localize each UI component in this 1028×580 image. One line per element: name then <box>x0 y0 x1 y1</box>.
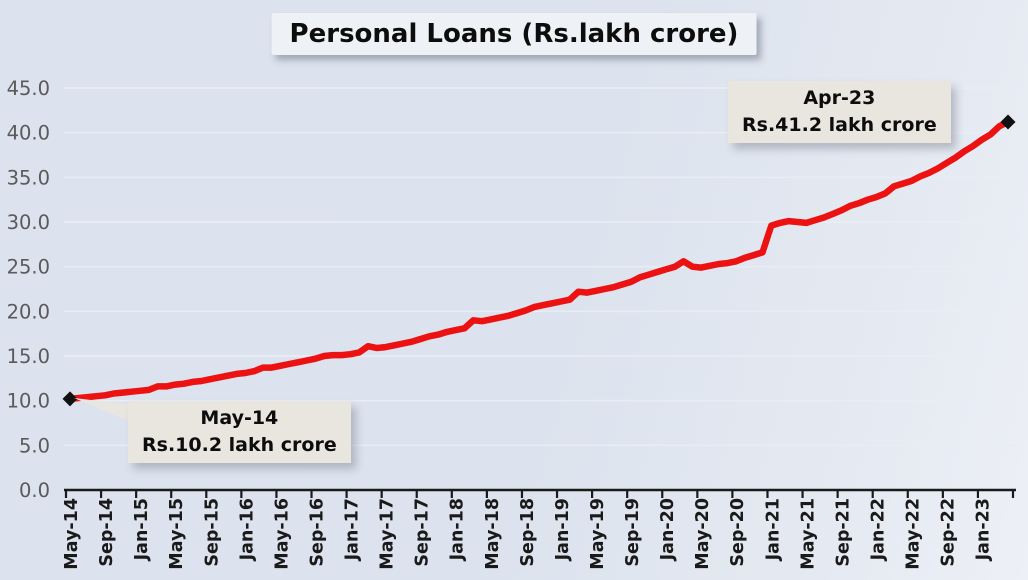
x-axis-label: May-15 <box>167 498 187 570</box>
x-axis-label: Jan-19 <box>553 498 573 561</box>
x-axis-label: May-16 <box>272 498 292 570</box>
x-axis-label: Jan-15 <box>132 498 152 561</box>
x-axis-label: May-14 <box>62 498 82 570</box>
chart-title: Personal Loans (Rs.lakh crore) <box>271 13 757 55</box>
x-axis-label: Sep-18 <box>518 498 538 567</box>
annotation-end-value: Rs.41.2 lakh crore <box>742 114 937 136</box>
chart-title-text: Personal Loans (Rs.lakh crore) <box>289 19 739 49</box>
annotation-start-period: May-14 <box>200 407 279 429</box>
annotation-end-period: Apr-23 <box>803 87 876 109</box>
x-axis-label: Sep-14 <box>97 498 117 567</box>
x-axis-label: Jan-18 <box>448 498 468 561</box>
x-axis-label: May-18 <box>483 498 503 570</box>
annotation-end: Apr-23 Rs.41.2 lakh crore <box>728 81 951 143</box>
annotation-start: May-14 Rs.10.2 lakh crore <box>128 401 351 463</box>
x-axis-label: Sep-19 <box>623 498 643 567</box>
y-axis-label: 30.0 <box>7 211 50 234</box>
y-axis-label: 40.0 <box>7 122 50 145</box>
y-axis-label: 0.0 <box>19 479 50 502</box>
x-axis-label: Sep-22 <box>939 498 959 567</box>
x-axis-label: Jan-17 <box>343 498 363 561</box>
x-axis-label: May-19 <box>588 498 608 570</box>
annotation-start-value: Rs.10.2 lakh crore <box>142 434 337 456</box>
end-point-marker <box>1000 114 1016 130</box>
x-axis-label: May-20 <box>693 498 713 570</box>
y-axis-label: 10.0 <box>7 390 50 413</box>
x-axis-label: May-17 <box>378 498 398 570</box>
x-axis-label: Sep-15 <box>202 498 222 567</box>
start-point-marker <box>62 391 78 407</box>
y-axis-label: 20.0 <box>7 300 50 323</box>
x-axis-label: Jan-23 <box>974 498 994 561</box>
y-axis-label: 25.0 <box>7 256 50 279</box>
x-axis-label: May-21 <box>798 498 818 570</box>
x-axis-label: May-22 <box>904 498 924 570</box>
series-personal-loans <box>66 118 1012 403</box>
x-axis-label: Sep-21 <box>833 498 853 567</box>
y-axis-label: 15.0 <box>7 345 50 368</box>
x-axis-label: Jan-21 <box>763 498 783 561</box>
x-axis-label: Jan-22 <box>869 498 889 561</box>
y-axis-label: 5.0 <box>19 434 50 457</box>
x-axis-label: Sep-17 <box>413 498 433 567</box>
y-axis-label: 45.0 <box>7 77 50 100</box>
x-axis-label: Jan-16 <box>237 498 257 561</box>
y-axis-label: 35.0 <box>7 166 50 189</box>
x-axis-label: Sep-16 <box>307 498 327 567</box>
x-axis-label: Jan-20 <box>658 498 678 561</box>
x-axis-label: Sep-20 <box>728 498 748 567</box>
